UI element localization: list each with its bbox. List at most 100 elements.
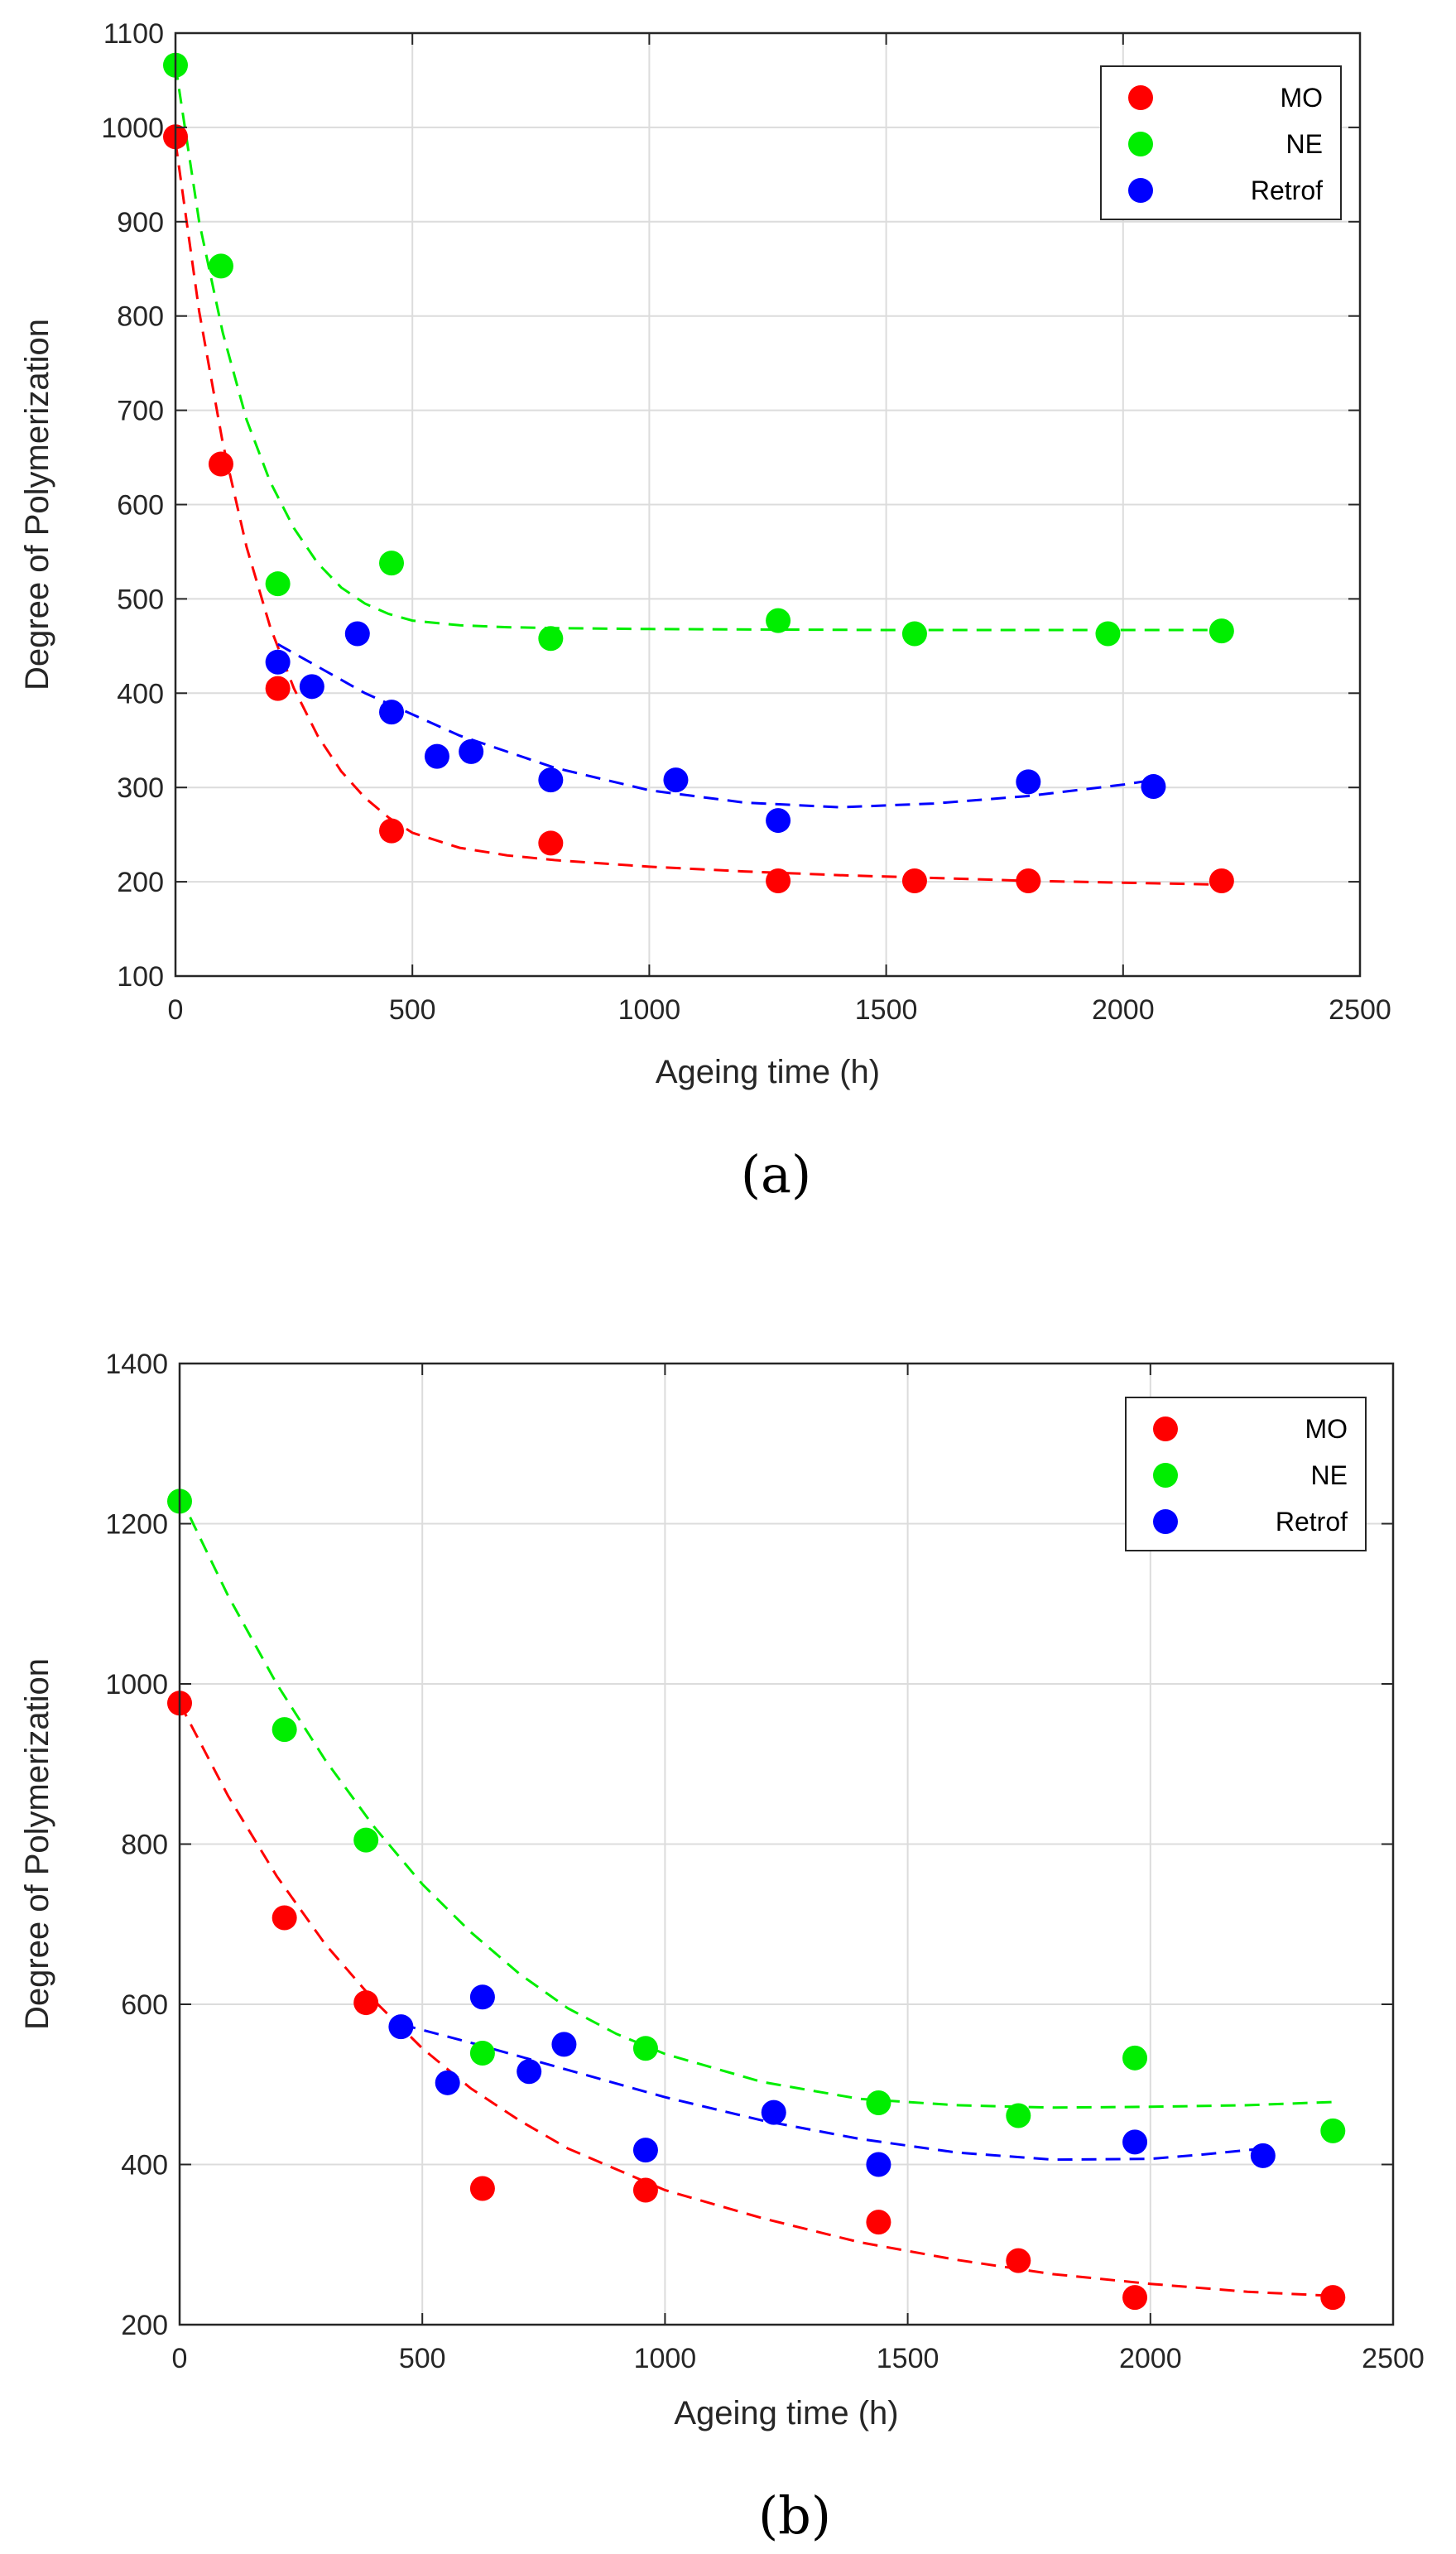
y-tick-label: 1000	[101, 113, 164, 144]
data-point-retrof	[1141, 774, 1166, 800]
data-point-retrof	[538, 767, 564, 793]
data-point-retrof	[265, 649, 291, 675]
legend: MO NE Retrof	[1125, 1397, 1367, 1551]
x-tick-label: 0	[168, 994, 184, 1026]
x-tick-label: 500	[399, 2343, 446, 2374]
y-tick-label: 400	[121, 2150, 168, 2181]
x-tick-label: 1500	[855, 994, 918, 1026]
legend-label-ne: NE	[1286, 129, 1323, 159]
x-axis-label: Ageing time (h)	[656, 1054, 880, 1090]
legend: MO NE Retrof	[1100, 65, 1342, 220]
fit-curve-ne	[174, 65, 1222, 632]
legend-marker-retrof	[1153, 1509, 1178, 1534]
chart-panel-b: 0 500 1000 1500 2000 2500 200 400 600 800 1000 1200…	[19, 1349, 1425, 2546]
data-point-mo	[1016, 868, 1041, 893]
y-tick-label: 800	[121, 1830, 168, 1861]
data-point-mo	[1006, 2248, 1031, 2273]
legend-label-mo: MO	[1305, 1414, 1348, 1444]
data-point-ne	[379, 551, 405, 576]
x-tick-label: 2000	[1092, 994, 1155, 1026]
data-point-mo	[353, 1990, 379, 2016]
x-tick-label: 1000	[618, 994, 681, 1026]
legend-marker-ne	[1128, 132, 1153, 156]
data-point-ne	[632, 2036, 658, 2061]
data-point-retrof	[388, 2014, 414, 2040]
data-point-mo	[379, 818, 405, 844]
y-tick-label: 600	[121, 1989, 168, 2021]
data-point-ne	[766, 608, 791, 633]
y-tick-label: 600	[117, 490, 164, 522]
data-point-mo	[1209, 868, 1234, 893]
x-tick-label: 500	[389, 994, 436, 1026]
y-tick-label: 1100	[103, 18, 164, 50]
data-point-mo	[265, 676, 291, 701]
legend-label-ne: NE	[1311, 1460, 1348, 1490]
legend-marker-ne	[1153, 1463, 1178, 1488]
data-point-ne	[1095, 621, 1121, 647]
data-point-retrof	[459, 738, 484, 764]
x-tick-label: 0	[172, 2343, 188, 2374]
data-point-retrof	[1250, 2143, 1276, 2168]
data-point-ne	[271, 1717, 297, 1743]
x-tick-label: 2500	[1329, 994, 1391, 1026]
data-point-retrof	[551, 2032, 577, 2057]
y-tick-label: 100	[117, 961, 164, 993]
data-point-retrof	[435, 2070, 460, 2095]
data-point-mo	[208, 451, 233, 477]
data-point-retrof	[1122, 2129, 1148, 2155]
y-tick-label: 200	[121, 2310, 168, 2341]
data-point-mo	[469, 2176, 495, 2201]
data-point-mo	[271, 1905, 297, 1931]
legend-label-mo: MO	[1280, 83, 1323, 113]
legend-marker-retrof	[1128, 178, 1153, 203]
fit-curve-retrof	[401, 2023, 1263, 2162]
data-point-retrof	[766, 808, 791, 834]
legend-marker-mo	[1128, 85, 1153, 110]
fit-curve-retrof	[276, 642, 1154, 809]
legend-marker-mo	[1153, 1416, 1178, 1441]
data-point-mo	[538, 830, 564, 856]
y-tick-label: 900	[117, 207, 164, 238]
x-tick-label: 2000	[1119, 2343, 1182, 2374]
y-tick-label: 300	[117, 772, 164, 804]
data-point-retrof	[379, 700, 405, 725]
legend-label-retrof: Retrof	[1251, 176, 1323, 205]
legend-label-retrof: Retrof	[1276, 1507, 1348, 1537]
panel-caption: (b)	[758, 2485, 831, 2546]
data-point-ne	[1006, 2103, 1031, 2128]
data-point-retrof	[344, 621, 370, 647]
data-point-mo	[866, 2210, 891, 2235]
data-point-retrof	[632, 2138, 658, 2163]
y-tick-label: 1400	[105, 1349, 168, 1380]
data-point-ne	[353, 1827, 379, 1853]
y-tick-label: 500	[117, 584, 164, 615]
data-point-retrof	[299, 674, 324, 700]
data-point-retrof	[663, 767, 689, 793]
data-point-ne	[538, 626, 564, 652]
y-tick-label: 200	[117, 867, 164, 898]
data-point-ne	[866, 2090, 891, 2116]
data-point-ne	[469, 2041, 495, 2066]
y-tick-label: 700	[117, 396, 164, 427]
x-axis-label: Ageing time (h)	[674, 2395, 898, 2431]
y-tick-label: 1000	[105, 1669, 168, 1700]
chart-panel-a: 0 500 1000 1500 2000 2500 100 200 300 400 500 600 70…	[19, 18, 1391, 1205]
data-point-retrof	[517, 2059, 542, 2085]
data-point-retrof	[1016, 769, 1041, 795]
fit-curve-mo	[174, 141, 1222, 886]
data-point-ne	[1122, 2045, 1148, 2071]
data-point-mo	[632, 2177, 658, 2203]
y-axis-label: Degree of Polymerization	[19, 319, 55, 690]
data-point-retrof	[469, 1984, 495, 2010]
data-point-ne	[1320, 2118, 1346, 2143]
data-point-mo	[901, 868, 927, 893]
data-point-ne	[1209, 618, 1234, 644]
fit-curve-mo	[178, 1702, 1333, 2297]
x-tick-label: 2500	[1362, 2343, 1425, 2374]
data-point-ne	[901, 621, 927, 647]
y-tick-label: 400	[117, 678, 164, 709]
x-tick-label: 1000	[634, 2343, 697, 2374]
data-point-ne	[208, 253, 233, 279]
y-tick-label: 800	[117, 301, 164, 333]
